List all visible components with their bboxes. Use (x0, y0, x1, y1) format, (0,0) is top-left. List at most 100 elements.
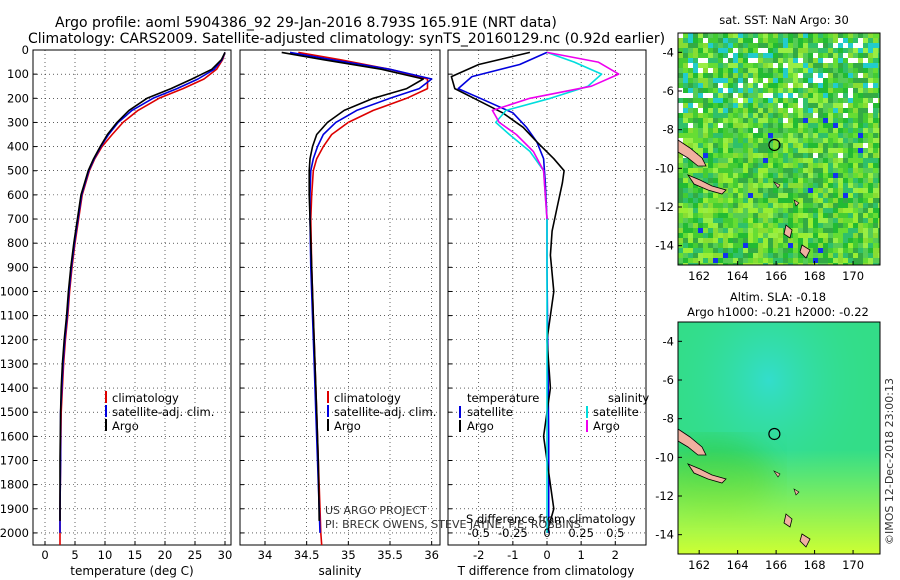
sst-cell (748, 173, 753, 178)
sst-cell (798, 53, 803, 58)
sst-cell (813, 258, 818, 263)
sst-cell (818, 103, 823, 108)
sst-cell (793, 263, 798, 265)
sst-cell (833, 233, 838, 238)
sst-cell (708, 48, 713, 53)
sst-cell (688, 63, 693, 68)
sst-cell (878, 133, 880, 138)
sst-cell (683, 53, 688, 58)
sst-cell (868, 123, 873, 128)
sst-cell (678, 263, 683, 265)
sst-cell (773, 123, 778, 128)
legend-argo: Argo (334, 419, 361, 433)
sst-cell (708, 238, 713, 243)
sst-cell (878, 183, 880, 188)
sst-cell (733, 213, 738, 218)
sst-cell (813, 198, 818, 203)
sst-cell (878, 153, 880, 158)
sst-cell (703, 68, 708, 73)
sst-cell (778, 153, 783, 158)
sst-cell (808, 83, 813, 88)
sst-cell (773, 253, 778, 258)
sst-cell (838, 208, 843, 213)
sst-cell (848, 118, 853, 123)
sst-cell (808, 148, 813, 153)
sla-map (678, 322, 880, 554)
sst-cell (853, 48, 858, 53)
sst-cell (873, 88, 878, 93)
sst-cell (783, 153, 788, 158)
sst-cell (778, 73, 783, 78)
sst-cell (813, 233, 818, 238)
sst-cell (853, 168, 858, 173)
sst-cell (873, 263, 878, 265)
sst-cell (823, 108, 828, 113)
sst-cell (848, 253, 853, 258)
sst-cell (783, 208, 788, 213)
sst-cell (788, 213, 793, 218)
y-tick-label: 1100 (0, 309, 29, 323)
sst-cell (838, 123, 843, 128)
sst-cell (733, 143, 738, 148)
sst-cell (798, 73, 803, 78)
x-tick-label: 34 (258, 548, 273, 562)
sst-cell (758, 73, 763, 78)
sst-cell (828, 228, 833, 233)
sst-cell (738, 208, 743, 213)
sst-cell (738, 58, 743, 63)
sst-cell (793, 258, 798, 263)
sst-cell (788, 218, 793, 223)
sst-cell (713, 108, 718, 113)
sst-cell (678, 233, 683, 238)
sst-cell (778, 83, 783, 88)
sst-cell (788, 163, 793, 168)
sst-cell (688, 68, 693, 73)
sst-cell (708, 93, 713, 98)
sst-cell (873, 198, 878, 203)
sst-cell (803, 158, 808, 163)
sst-cell (753, 93, 758, 98)
sst-cell (843, 93, 848, 98)
sst-cell (748, 123, 753, 128)
sst-cell (728, 193, 733, 198)
series-group (281, 51, 433, 545)
sst-cell (868, 153, 873, 158)
sst-cell (683, 263, 688, 265)
sst-cell (788, 188, 793, 193)
sst-cell (813, 178, 818, 183)
sst-cell (833, 128, 838, 133)
sst-cell (873, 238, 878, 243)
sst-cell (873, 163, 878, 168)
sst-cell (783, 258, 788, 263)
sst-cell (778, 133, 783, 138)
sst-cell (828, 113, 833, 118)
sst-cell (713, 158, 718, 163)
sst-cell (823, 93, 828, 98)
sst-cell (723, 163, 728, 168)
sst-cell (678, 138, 683, 143)
sst-cell (753, 103, 758, 108)
sst-cell (858, 233, 863, 238)
sst-cell (818, 143, 823, 148)
sst-cell (778, 148, 783, 153)
sst-cell (833, 78, 838, 83)
sst-cell (843, 53, 848, 58)
sst-cell (868, 93, 873, 98)
sst-cell (828, 118, 833, 123)
sst-cell (713, 48, 718, 53)
sst-cell (713, 213, 718, 218)
sst-cell (823, 78, 828, 83)
sst-cell (788, 198, 793, 203)
sst-cell (718, 203, 723, 208)
sst-cell (838, 118, 843, 123)
sst-cell (878, 258, 880, 263)
sst-cell (758, 153, 763, 158)
sst-cell (718, 43, 723, 48)
sst-cell (748, 178, 753, 183)
sst-cell (823, 258, 828, 263)
sst-cell (823, 43, 828, 48)
sst-cell (828, 233, 833, 238)
sst-cell (768, 73, 773, 78)
sst-cell (753, 138, 758, 143)
sst-cell (778, 118, 783, 123)
